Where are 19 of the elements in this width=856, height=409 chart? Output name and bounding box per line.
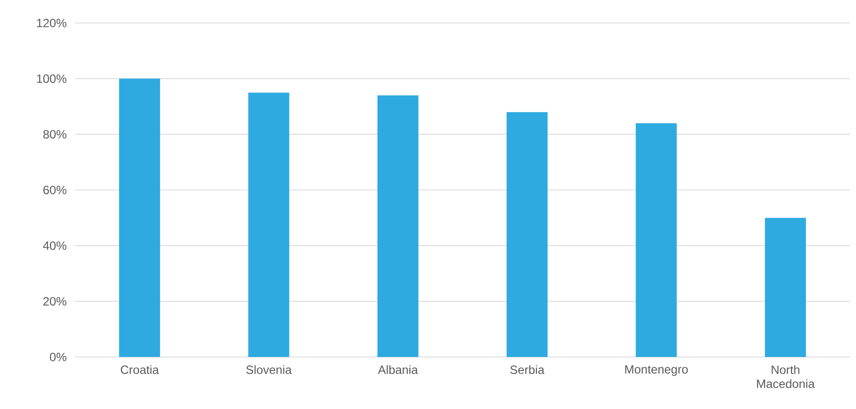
y-tick-label: 20%: [43, 297, 66, 306]
bar: [248, 92, 290, 357]
y-tick-label: 100%: [37, 74, 66, 83]
bar: [119, 78, 160, 357]
bar: [506, 112, 548, 357]
x-tick-label: Albania: [378, 365, 418, 374]
y-tick-label: 0%: [50, 352, 66, 362]
y-tick-label: 60%: [43, 186, 66, 194]
bar: [377, 95, 418, 357]
x-tick-label: North Macedonia: [757, 365, 815, 388]
bar: [636, 123, 677, 357]
x-tick-label: Croatia: [120, 365, 159, 374]
y-tick-label: 40%: [43, 241, 66, 250]
y-tick-label: 80%: [43, 130, 66, 139]
x-tick-label: Slovenia: [246, 365, 292, 374]
bar: [764, 218, 806, 357]
x-tick-label: Serbia: [510, 365, 544, 374]
x-tick-label: Montenegro: [625, 365, 688, 376]
y-tick-label: 120%: [37, 18, 66, 28]
